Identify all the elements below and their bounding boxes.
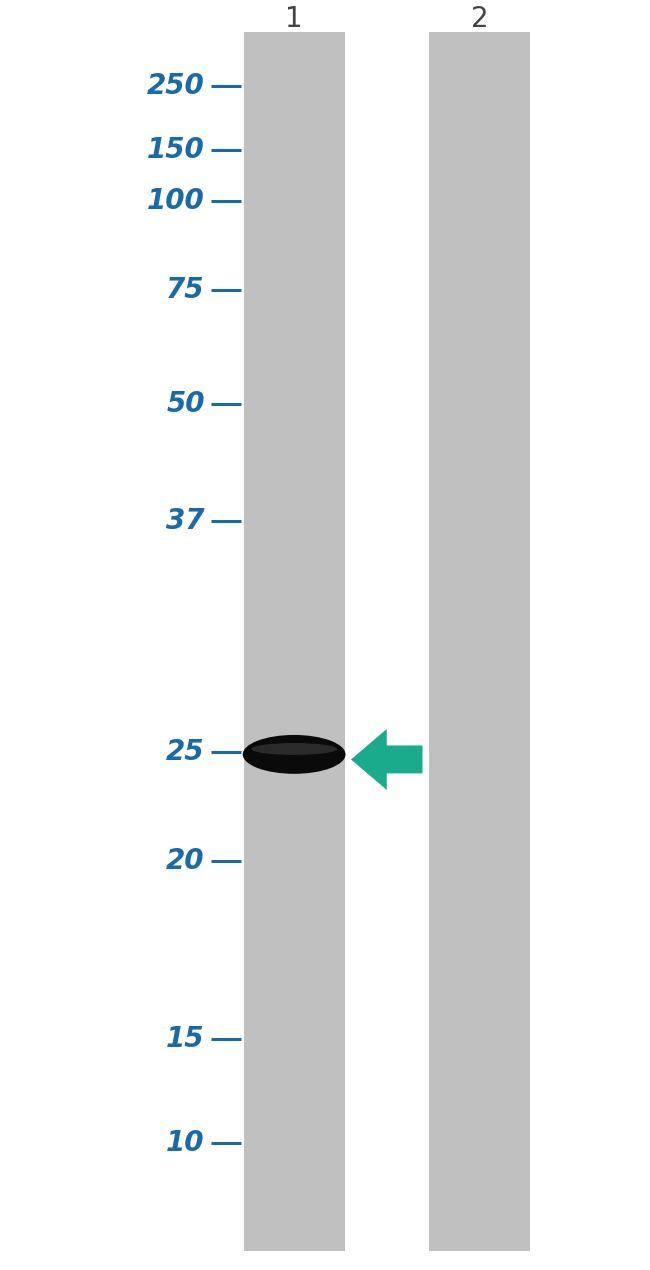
FancyArrow shape (351, 729, 422, 790)
Text: 2: 2 (471, 5, 488, 33)
Text: 250: 250 (147, 72, 205, 100)
Text: 100: 100 (147, 187, 205, 215)
Text: 25: 25 (166, 738, 205, 766)
Text: 1: 1 (285, 5, 303, 33)
Ellipse shape (252, 743, 337, 754)
Text: 150: 150 (147, 136, 205, 164)
Text: 37: 37 (166, 507, 205, 535)
Text: 50: 50 (166, 390, 205, 418)
Text: 15: 15 (166, 1025, 205, 1053)
Bar (244, 32, 344, 1251)
Text: 75: 75 (166, 276, 205, 304)
Ellipse shape (242, 735, 346, 773)
Bar (429, 32, 530, 1251)
Text: 20: 20 (166, 847, 205, 875)
Text: 10: 10 (166, 1129, 205, 1157)
